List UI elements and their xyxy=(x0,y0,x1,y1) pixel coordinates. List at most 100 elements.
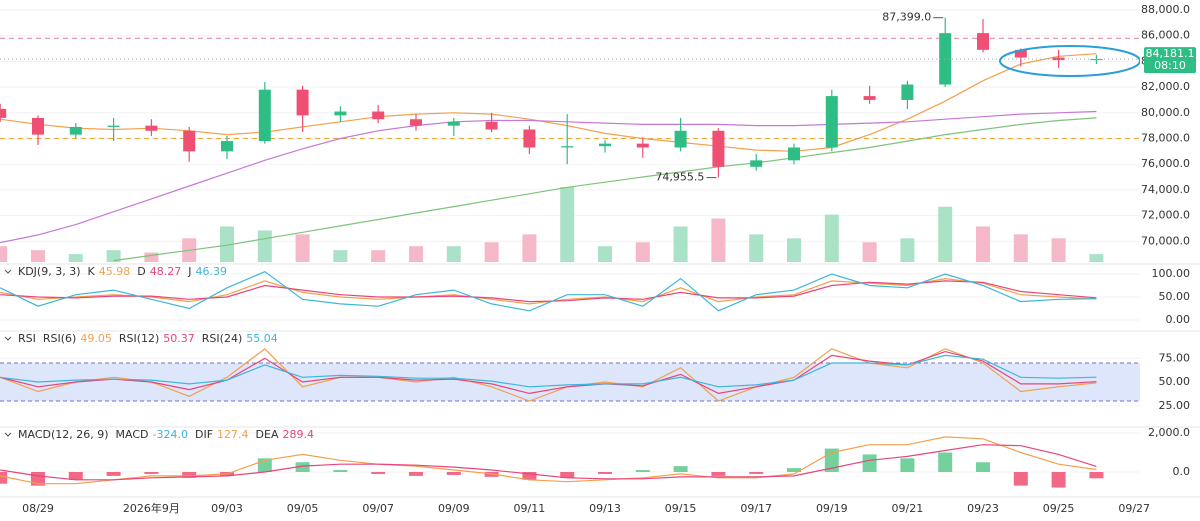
candle-body xyxy=(750,160,763,167)
header-text: KDJ(9, 3, 3) xyxy=(18,265,81,278)
header-text: 50.37 xyxy=(163,332,195,345)
candle-body xyxy=(485,121,498,130)
candle-body xyxy=(712,130,725,167)
volume-bar xyxy=(220,226,234,262)
indicator-line xyxy=(0,444,1097,481)
y-tick-label: 0.0 xyxy=(1173,465,1191,478)
candle-body xyxy=(901,84,914,100)
macd-bar xyxy=(144,471,159,474)
max-price-label: 87,399.0 xyxy=(882,11,931,24)
volume-bar xyxy=(1089,254,1104,262)
y-tick-label: 50.00 xyxy=(1159,375,1191,388)
volume-bar xyxy=(635,242,650,262)
pane-header: MACD(12, 26, 9) MACD -324.0 DIF 127.4 DEA 289.… xyxy=(18,428,314,441)
macd-bar xyxy=(598,471,612,474)
x-tick-label: 2026年9月 xyxy=(123,501,180,515)
countdown-label: 08:10 xyxy=(1154,59,1186,72)
macd-bar xyxy=(371,471,386,474)
volume-bar xyxy=(446,246,461,262)
candle-body xyxy=(0,108,7,118)
volume-bar xyxy=(749,234,764,262)
y-tick-label: 0.00 xyxy=(1166,313,1191,326)
macd-bar xyxy=(1051,471,1066,488)
volume-bar xyxy=(522,234,537,262)
macd-bar xyxy=(787,468,801,472)
macd-bar xyxy=(522,471,537,480)
indicator-line xyxy=(0,354,1097,388)
indicator-line xyxy=(0,348,1097,402)
collapse-chevron xyxy=(4,269,12,274)
volume-bar xyxy=(144,252,159,262)
x-tick-label: 09/27 xyxy=(1118,502,1150,515)
macd-bar xyxy=(295,462,310,472)
candle-body xyxy=(1052,57,1065,61)
macd-bar xyxy=(409,471,423,476)
header-text: RSI(12) xyxy=(119,332,159,345)
rsi-band xyxy=(0,363,1140,402)
macd-bar xyxy=(938,452,953,472)
header-text: K xyxy=(88,265,96,278)
volume-bar xyxy=(976,226,990,262)
candle-body xyxy=(183,130,196,152)
candle-body xyxy=(107,125,120,127)
annotation-ellipse xyxy=(999,45,1140,77)
macd-bar xyxy=(635,470,650,472)
axes: 70,000.0 72,000.0 74,000.0 76,000.0 78,000.0… xyxy=(0,3,1200,515)
candle-body xyxy=(636,143,649,148)
last-price-box xyxy=(1144,47,1196,74)
candle-body xyxy=(410,119,422,126)
candle-body xyxy=(372,111,385,120)
indicator-line xyxy=(0,436,1097,485)
plot-area: 87,399.0 74,955.5 xyxy=(0,9,1140,488)
macd-bar xyxy=(862,454,877,472)
volume-bar xyxy=(1051,238,1066,262)
candle-body xyxy=(599,143,611,147)
x-tick-label: 09/13 xyxy=(589,502,621,515)
collapse-chevron xyxy=(4,432,12,437)
moving-average xyxy=(113,117,1097,262)
pane-header: RSI RSI(6) 49.05 RSI(12) 50.37 RSI(24) 55.04 xyxy=(18,332,278,345)
x-tick-label: 09/09 xyxy=(438,502,470,515)
macd-bar xyxy=(182,471,197,478)
candle-body xyxy=(296,89,309,116)
macd-bar xyxy=(1013,471,1028,486)
volume-bar xyxy=(1013,234,1028,262)
x-tick-label: 08/29 xyxy=(22,502,54,515)
volume-bar xyxy=(560,187,575,262)
volume-bar xyxy=(900,238,915,262)
x-tick-label: 09/15 xyxy=(665,502,697,515)
header-text: DEA xyxy=(256,428,279,441)
macd-bar xyxy=(560,471,575,478)
macd-bar xyxy=(1089,471,1104,479)
volume-bar xyxy=(0,246,8,262)
header-text: RSI xyxy=(18,332,36,345)
y-tick-label: 72,000.0 xyxy=(1141,209,1190,222)
y-tick-label: 82,000.0 xyxy=(1141,80,1190,93)
candle-body xyxy=(1090,59,1103,61)
volume-bar xyxy=(862,242,877,262)
macd-bar xyxy=(673,466,688,472)
volume-bar xyxy=(257,230,272,262)
macd-bar xyxy=(976,462,990,472)
macd-bar xyxy=(711,471,726,476)
volume-bar xyxy=(711,218,726,262)
candle-body xyxy=(825,96,838,148)
y-tick-label: 75.00 xyxy=(1159,351,1191,364)
y-tick-label: 25.00 xyxy=(1159,399,1191,412)
candle-body xyxy=(788,147,800,161)
header-text: MACD(12, 26, 9) xyxy=(18,428,109,441)
x-tick-label: 09/23 xyxy=(967,502,999,515)
x-tick-label: 09/19 xyxy=(816,502,848,515)
x-tick-label: 09/05 xyxy=(287,502,319,515)
candle-body xyxy=(1014,49,1027,58)
macd-bar xyxy=(446,471,461,475)
volume-bar xyxy=(824,214,839,262)
collapse-chevron xyxy=(4,336,12,341)
y-tick-label: 76,000.0 xyxy=(1141,157,1190,170)
volume-bar xyxy=(598,246,612,262)
volume-bar xyxy=(333,250,348,262)
volume-bar xyxy=(295,234,310,262)
moving-average xyxy=(0,110,1097,244)
macd-bar xyxy=(900,458,915,472)
